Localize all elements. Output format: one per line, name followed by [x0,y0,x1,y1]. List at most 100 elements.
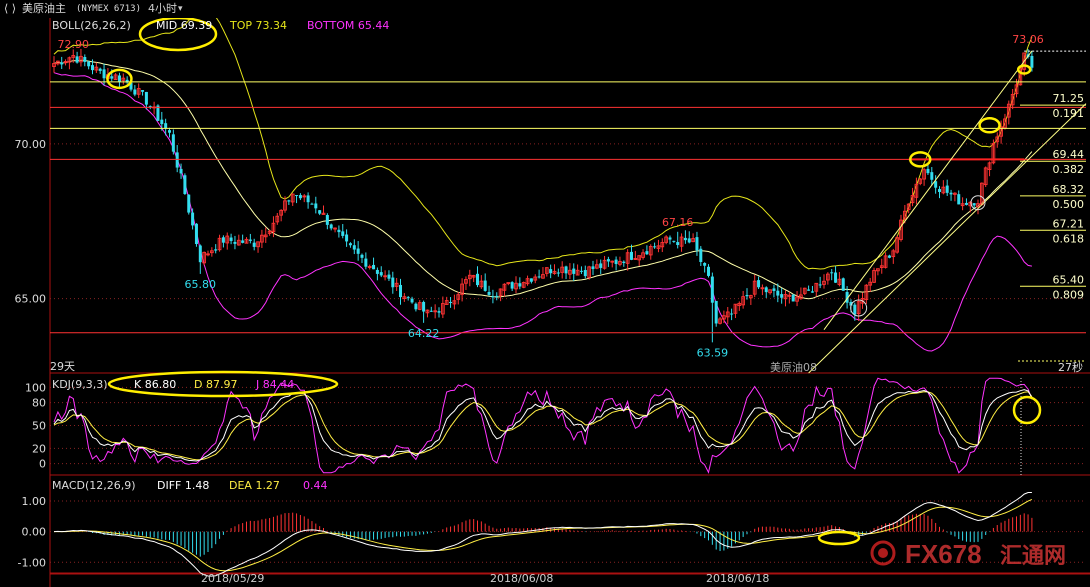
candle-body-down [845,292,849,303]
candle-body-up [302,195,307,198]
candle-body-up [113,74,118,80]
candle-body-up [236,239,241,246]
macd-indicator-name[interactable]: MACD(12,26,9) [52,479,136,492]
candle-body-up [718,318,722,324]
fib-ratio-label: 0.382 [1053,163,1085,176]
candle-body-down [730,313,734,315]
candle-body-up [452,300,457,305]
candle-body-up [725,311,730,318]
fib-price-label: 71.25 [1053,92,1085,105]
candle-body-up [903,210,907,220]
period-selector[interactable]: 4小时 [148,2,177,15]
panel-frames [49,18,1090,587]
candle-body-up [976,203,980,208]
boll-top-line [53,18,1033,270]
candle-body-up [899,219,903,240]
kdj-j-label: J 84.44 [255,378,294,391]
candles [52,48,1034,343]
price-chart[interactable]: 70.00 65.00 100 80 50 20 0 1.00 0.00 -1.00 71.25 0.… [0,18,1090,587]
candle-body-down [714,300,718,324]
boll-indicator-name[interactable]: BOLL(26,26,2) [52,19,131,32]
candle-body-up [433,310,437,313]
highlight-circle [978,117,1001,134]
boll-bottom-label: BOTTOM 65.44 [307,19,389,32]
brand-logo-core [878,548,888,558]
candle-body-down [841,278,845,291]
candle-body-up [568,269,572,275]
candle-body-up [656,245,661,249]
highlight-circle [850,299,868,317]
candle-body-up [441,303,445,315]
candle-body-up [879,265,884,268]
candle-body-up [63,61,68,64]
candle-body-up [895,237,899,253]
nav-arrows-icon[interactable]: ⟨ ⟩ [4,2,17,15]
candle-body-up [333,227,337,230]
candle-body-down [60,62,64,65]
macd-dea-label: DEA 1.27 [229,479,280,492]
candle-body-down [414,303,418,310]
candle-body-up [914,183,919,198]
candle-body-up [587,266,591,278]
candle-body-down [214,249,218,251]
candle-body-up [506,282,511,285]
candle-body-down [687,238,691,243]
candle-body-up [1006,103,1011,118]
candle-body-down [476,273,479,286]
x-axis-label-1: 2018/05/29 [201,572,264,585]
candle-body-down [229,237,233,241]
candle-body-down [599,263,603,268]
candle-body-down [745,294,749,297]
candle-body-down [87,61,91,67]
candle-body-down [75,56,79,63]
highlight-circle [909,151,932,168]
candle-body-down [776,290,780,296]
grid-lines [50,143,1086,563]
highlight-circle [106,68,133,90]
price-tick-label: 65.00 [15,293,47,306]
candle-body-down [248,239,252,241]
candle-body-down [83,56,87,62]
candle-body-up [244,238,249,244]
candle-body-down [764,287,768,293]
candle-body-down [241,240,245,243]
candle-body-up [768,289,772,294]
candle-body-down [668,237,672,240]
symbol-name: 美原油主 [22,2,66,15]
candle-body-down [422,301,426,312]
candle-body-up [206,253,210,256]
candle-body-up [560,266,565,273]
candle-body-down [537,276,541,278]
candle-body-down [183,175,187,194]
period-dropdown-icon[interactable]: ▾ [178,4,183,14]
kdj-tick-label: 80 [32,397,46,410]
candle-body-up [498,288,503,296]
candle-body-down [676,242,680,245]
candle-body-up [799,294,803,299]
candle-body-down [710,276,714,303]
candle-body-up [610,260,615,263]
candle-body-up [514,282,518,290]
candle-body-up [883,255,888,268]
candle-body-up [910,195,915,204]
candle-body-up [533,276,538,281]
macd-cross-circle [817,530,861,546]
annotations [106,18,1042,546]
candle-body-down [757,280,761,288]
kdj-tick-label: 0 [39,458,46,471]
kdj-tick-label: 20 [32,442,46,455]
candle-body-down [148,106,152,108]
candle-body-up [783,294,788,300]
kdj-indicator-name[interactable]: KDJ(9,3,3) [52,378,108,391]
candle-body-down [233,241,237,244]
candle-body-down [830,272,834,274]
candle-body-down [221,237,225,243]
candle-body-down [780,294,784,298]
candle-body-down [945,185,949,193]
candle-body-down [125,79,129,83]
candle-body-down [352,245,356,250]
candle-body-down [529,278,533,282]
candle-body-up [787,294,792,297]
candle-body-down [807,289,811,291]
candle-body-up [999,126,1003,137]
